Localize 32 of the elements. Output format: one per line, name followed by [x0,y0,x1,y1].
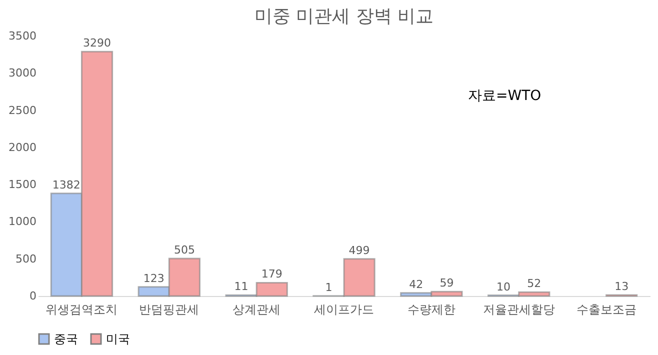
data-label: 1 [325,280,332,294]
legend-label: 미국 [106,332,130,346]
data-label: 123 [143,272,164,285]
data-label: 3290 [83,36,112,50]
data-label: 13 [614,280,629,294]
y-tick-label: 1000 [8,215,36,228]
x-tick-label: 세이프가드 [314,302,374,316]
data-label: 11 [234,280,248,294]
x-tick-label: 상계관세 [232,302,281,316]
y-tick-label: 500 [16,252,36,266]
y-tick-label: 1500 [8,178,36,192]
data-label: 1382 [52,178,80,192]
data-label: 499 [348,244,370,257]
data-label: 59 [440,276,454,290]
y-tick-label: 3000 [8,66,36,80]
x-tick-label: 저율관세할당 [482,302,555,316]
x-tick-label: 반덤핑관세 [139,302,200,316]
y-tick-label: 2500 [8,104,36,117]
x-tick-label: 수량제한 [407,302,456,316]
data-label: 10 [496,280,511,294]
legend-label: 중국 [54,332,78,346]
annotation: 자료=WTO [468,88,542,104]
data-label: 179 [261,268,282,281]
y-tick-label: 3500 [8,30,36,42]
y-tick-label: 0 [30,290,36,302]
x-tick-label: 위생검역조치 [46,302,118,316]
x-tick-label: 수출보조금 [576,302,636,316]
chart-title: 미중 미관세 장벽 비교 [254,6,434,27]
data-label: 505 [174,243,195,256]
data-label: 42 [409,278,424,291]
y-tick-label: 2000 [8,140,36,154]
data-label: 52 [527,277,542,290]
